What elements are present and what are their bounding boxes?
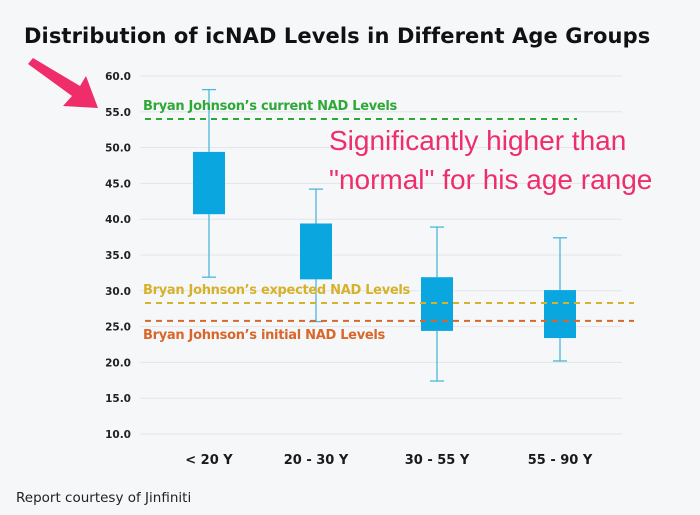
x-tick-label: < 20 Y: [185, 453, 233, 468]
reference-lines: Bryan Johnson’s current NAD Levels Bryan …: [143, 99, 634, 343]
box: [193, 151, 225, 215]
x-tick-label: 30 - 55 Y: [405, 453, 470, 468]
box: [421, 277, 453, 331]
x-tick-label: 20 - 30 Y: [284, 453, 349, 468]
reference-line-label: Bryan Johnson’s initial NAD Levels: [143, 328, 386, 343]
y-tick-label: 45.0: [105, 178, 131, 190]
y-tick-label: 30.0: [105, 286, 131, 298]
y-tick-label: 35.0: [105, 250, 131, 262]
y-tick-label: 10.0: [105, 429, 131, 441]
reference-line-label: Bryan Johnson’s expected NAD Levels: [143, 283, 411, 298]
y-tick-label: 25.0: [105, 322, 131, 334]
box-group: [421, 226, 453, 382]
annotation-callout: Significantly higher than "normal" for h…: [329, 121, 652, 199]
reference-line-label: Bryan Johnson’s current NAD Levels: [143, 99, 398, 114]
x-axis-ticks: < 20 Y 20 - 30 Y 30 - 55 Y 55 - 90 Y: [185, 453, 593, 468]
box-group: [300, 188, 332, 323]
y-tick-label: 50.0: [105, 143, 131, 155]
y-tick-label: 55.0: [105, 107, 131, 119]
arrow-icon: [28, 58, 98, 108]
y-tick-label: 20.0: [105, 357, 131, 369]
boxes: [193, 88, 576, 382]
box-group: [193, 88, 225, 278]
annotation-line-1: Significantly higher than: [329, 125, 627, 156]
box: [300, 223, 332, 280]
arrow-icon-shape: [28, 58, 98, 108]
y-tick-label: 40.0: [105, 214, 131, 226]
box-group: [544, 237, 576, 362]
report-credit: Report courtesy of Jinfiniti: [16, 490, 192, 506]
x-tick-label: 55 - 90 Y: [528, 453, 593, 468]
y-axis-ticks: 10.0 15.0 20.0 25.0 30.0 35.0 40.0 45.0 50.0 55.0…: [105, 71, 131, 441]
annotation-line-2: "normal" for his age range: [329, 164, 653, 195]
chart-title: Distribution of icNAD Levels in Differen…: [24, 24, 651, 48]
y-tick-label: 15.0: [105, 393, 131, 405]
box: [544, 290, 576, 339]
y-tick-label: 60.0: [105, 71, 131, 83]
